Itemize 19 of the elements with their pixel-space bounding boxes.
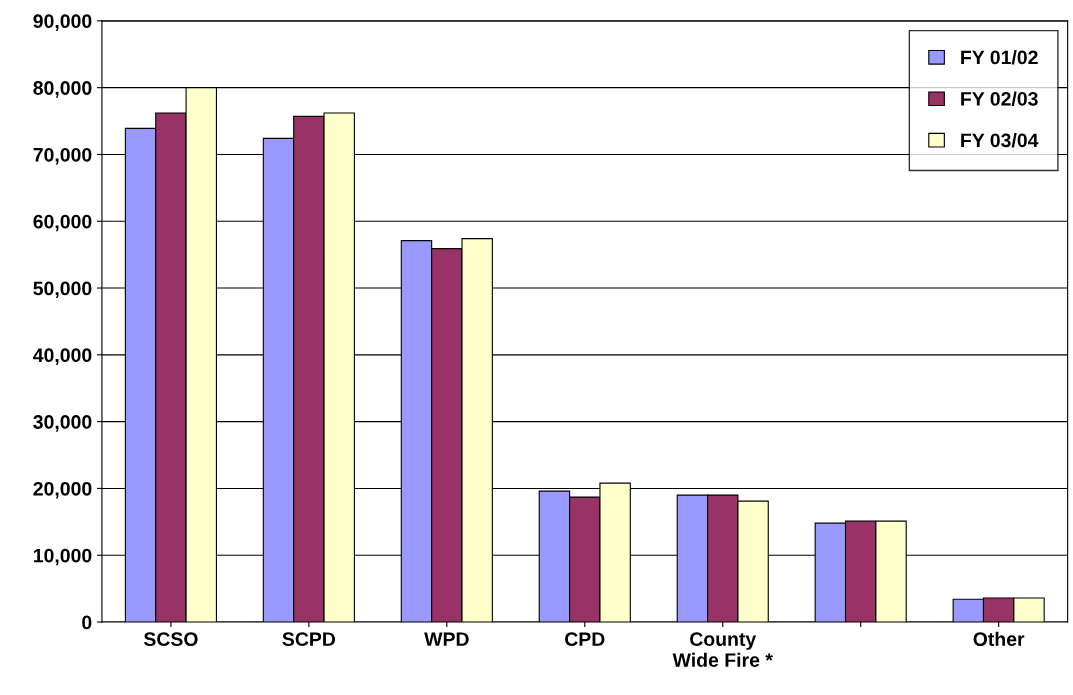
- y-tick-label: 0: [82, 615, 92, 630]
- x-tick-label: SCSO: [143, 632, 198, 647]
- y-tick-label: 10,000: [33, 548, 92, 566]
- legend-label: FY 02/03: [961, 91, 1038, 106]
- legend-label: FY 01/02: [961, 50, 1038, 65]
- y-tick-label: 50,000: [33, 281, 92, 299]
- x-tick-label: CPD: [565, 632, 605, 647]
- x-tick-label: SCPD: [282, 632, 336, 647]
- y-tick-label: 30,000: [33, 415, 92, 432]
- legend-label: FY 03/04: [961, 132, 1039, 148]
- x-tick-label: Other: [973, 631, 1025, 647]
- x-tick-label: County Wide Fire *: [672, 632, 773, 667]
- y-tick-label: 60,000: [33, 214, 92, 232]
- y-tick-label: 90,000: [33, 14, 92, 31]
- x-tick-label: WPD: [424, 632, 469, 646]
- y-tick-label: 20,000: [33, 481, 92, 499]
- y-tick-label: 70,000: [33, 147, 92, 165]
- y-tick-label: 40,000: [33, 348, 92, 365]
- y-tick-label: 80,000: [33, 81, 92, 98]
